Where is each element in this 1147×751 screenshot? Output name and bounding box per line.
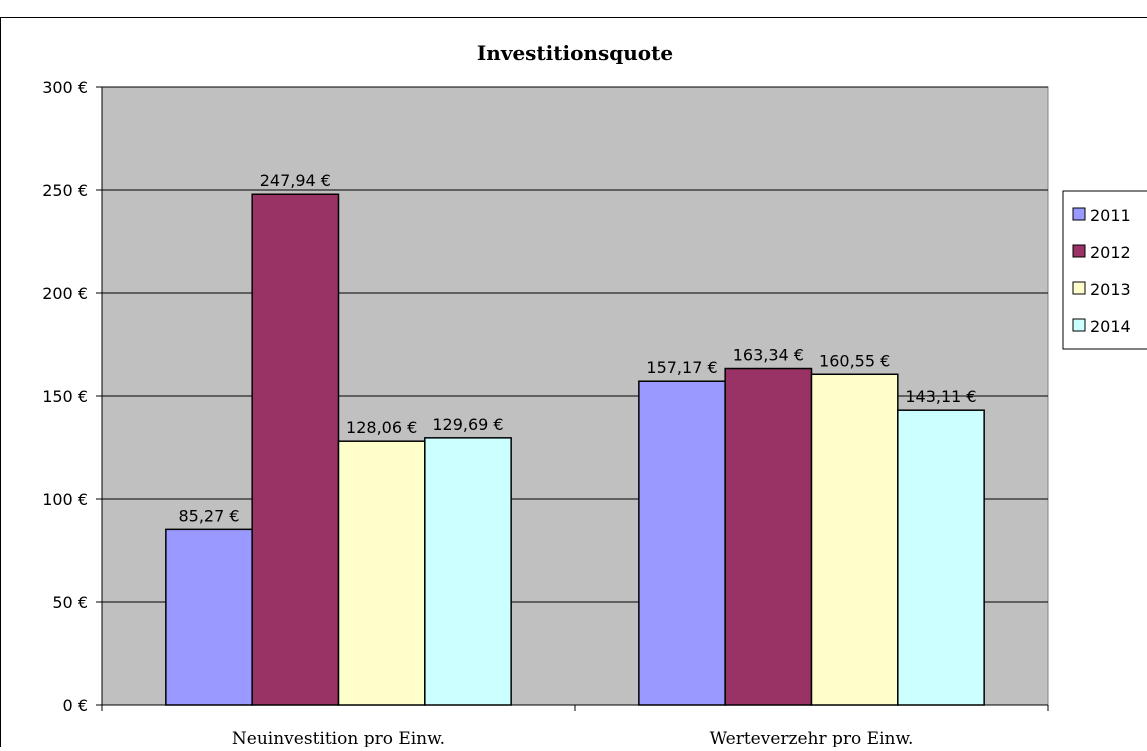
y-tick-label: 150 € bbox=[42, 387, 88, 406]
data-label: 160,55 € bbox=[819, 351, 890, 370]
chart-title: Investitionsquote bbox=[477, 41, 673, 65]
legend-swatch bbox=[1073, 282, 1085, 294]
x-tick-label: Neuinvestition pro Einw. bbox=[232, 729, 445, 747]
data-label: 157,17 € bbox=[646, 358, 717, 377]
legend-swatch bbox=[1073, 245, 1085, 257]
data-label: 247,94 € bbox=[260, 171, 331, 190]
bar-2011-1 bbox=[166, 529, 252, 705]
bar-2013-2 bbox=[812, 374, 898, 705]
legend-label: 2012 bbox=[1090, 243, 1131, 262]
bar-2013-1 bbox=[339, 441, 425, 705]
bar-2011-2 bbox=[639, 381, 725, 705]
y-tick-label: 250 € bbox=[42, 181, 88, 200]
bar-2014-1 bbox=[425, 438, 511, 705]
data-label: 143,11 € bbox=[905, 387, 976, 406]
legend-label: 2013 bbox=[1090, 280, 1131, 299]
data-label: 163,34 € bbox=[733, 346, 804, 365]
data-label: 85,27 € bbox=[178, 506, 239, 525]
legend-label: 2014 bbox=[1090, 317, 1131, 336]
y-tick-label: 100 € bbox=[42, 490, 88, 509]
y-tick-label: 0 € bbox=[63, 696, 88, 715]
y-tick-label: 50 € bbox=[52, 593, 88, 612]
bar-2012-1 bbox=[252, 194, 338, 705]
legend-label: 2011 bbox=[1090, 206, 1131, 225]
x-tick-label: Werteverzehr pro Einw. bbox=[710, 729, 914, 747]
y-tick-label: 300 € bbox=[42, 78, 88, 97]
bar-2014-2 bbox=[898, 410, 984, 705]
data-label: 128,06 € bbox=[346, 418, 417, 437]
y-tick-label: 200 € bbox=[42, 284, 88, 303]
legend-swatch bbox=[1073, 319, 1085, 331]
data-label: 129,69 € bbox=[432, 415, 503, 434]
bar-2012-2 bbox=[725, 369, 811, 705]
legend-swatch bbox=[1073, 208, 1085, 220]
